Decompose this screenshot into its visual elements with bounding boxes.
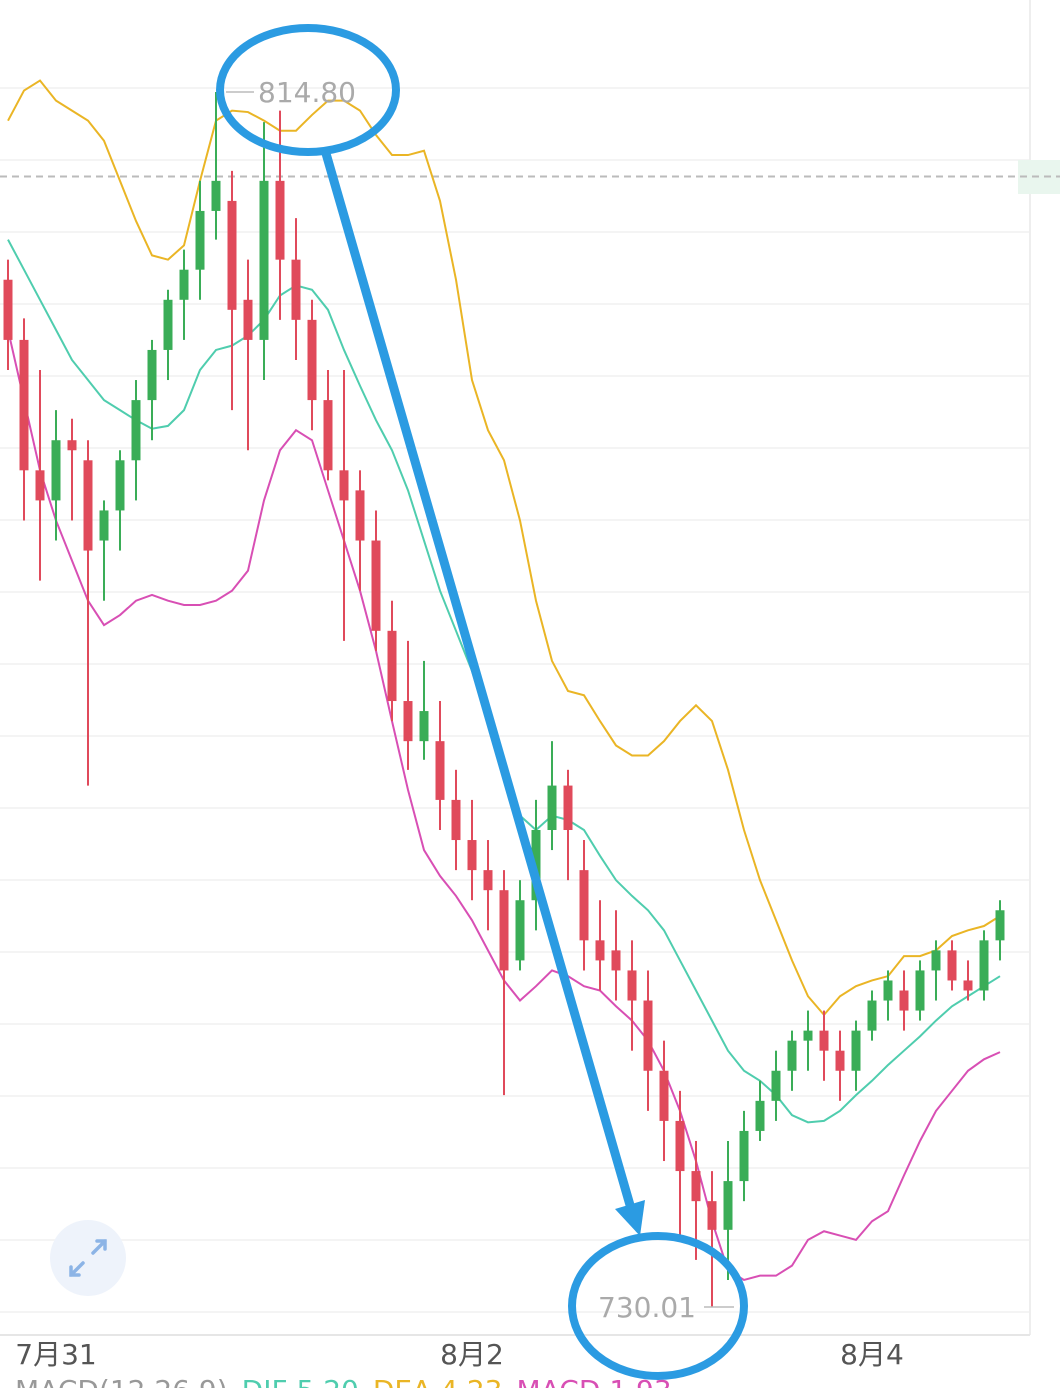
candle-body	[467, 840, 477, 871]
candle-body	[195, 210, 205, 270]
indicator-label: MACD(12,26,9)	[15, 1374, 228, 1388]
arrow-head	[615, 1200, 645, 1236]
candle-body	[771, 1070, 781, 1101]
expand-button[interactable]	[50, 1220, 126, 1296]
candle-body	[243, 299, 253, 340]
candle-body	[595, 940, 605, 961]
indicator-label: DEA 4.23	[373, 1374, 503, 1388]
candle-body	[99, 510, 109, 541]
candle-body	[691, 1171, 701, 1202]
candle-body	[403, 701, 413, 742]
candle-body	[275, 180, 285, 260]
candle-body	[35, 470, 45, 501]
candle-body	[803, 1030, 813, 1041]
candle-body	[435, 741, 445, 800]
candle-body	[83, 460, 93, 551]
candle-body	[339, 470, 349, 501]
expand-bg[interactable]	[50, 1220, 126, 1296]
candle-body	[947, 950, 957, 981]
candle-body	[547, 785, 557, 831]
candle-body	[483, 870, 493, 891]
candle-body	[819, 1030, 829, 1051]
plot	[0, 79, 1060, 1308]
candle-body	[147, 349, 157, 401]
candle-body	[611, 950, 621, 971]
high-label: 814.80	[258, 76, 356, 109]
indicator-label: MACD 1.93	[516, 1374, 671, 1388]
candle-body	[643, 1000, 653, 1071]
candle-body	[867, 1000, 877, 1031]
candle-body	[307, 319, 317, 401]
candle-body	[3, 279, 13, 340]
expand-icon[interactable]	[69, 1239, 107, 1277]
highlight-circle	[216, 24, 400, 156]
candle-body	[979, 940, 989, 991]
candle-body	[259, 180, 269, 340]
indicator-label: DIF 5.20	[242, 1374, 359, 1388]
candle-body	[835, 1050, 845, 1071]
highlight-circle	[568, 1232, 748, 1380]
candle-body	[851, 1030, 861, 1071]
candle-body	[211, 180, 221, 211]
candle-body	[515, 900, 525, 961]
x-tick-label: 8月4	[840, 1338, 904, 1371]
candle-body	[787, 1040, 797, 1071]
arrow	[320, 148, 637, 1214]
candle-body	[963, 980, 973, 991]
band-line	[7, 329, 1001, 1282]
low-label: 730.01	[598, 1291, 696, 1324]
candle-body	[355, 490, 365, 541]
candle-body	[451, 799, 461, 841]
candle-body	[387, 630, 397, 702]
candle-body	[995, 910, 1005, 941]
candle-body	[163, 299, 173, 350]
candle-body	[739, 1130, 749, 1182]
candle-body	[51, 440, 61, 501]
candle-body	[323, 400, 333, 471]
overlay	[216, 24, 748, 1380]
x-tick-label: 8月2	[440, 1338, 504, 1371]
candle-body	[419, 711, 429, 742]
candle-body	[227, 200, 237, 310]
candle-body	[115, 460, 125, 511]
candle-body	[67, 440, 77, 451]
candle-body	[899, 990, 909, 1011]
grid	[0, 87, 1030, 1313]
candle-body	[19, 339, 29, 471]
candle-body	[883, 980, 893, 1001]
candle-body	[915, 970, 925, 1011]
candle-body	[563, 785, 573, 831]
candle-body	[723, 1181, 733, 1230]
candle-body	[707, 1201, 717, 1230]
candle-body	[931, 950, 941, 971]
candle-body	[659, 1070, 669, 1121]
candle-body	[371, 540, 381, 631]
band-line	[7, 79, 1001, 1017]
candle-body	[179, 269, 189, 300]
candle-body	[627, 970, 637, 1001]
candle-body	[291, 259, 301, 320]
candle-body	[131, 400, 141, 461]
x-tick-label: 7月31	[15, 1338, 96, 1371]
candle-body	[675, 1120, 685, 1172]
candle-body	[499, 890, 509, 971]
candle-body	[755, 1100, 765, 1131]
candle-body	[579, 870, 589, 941]
